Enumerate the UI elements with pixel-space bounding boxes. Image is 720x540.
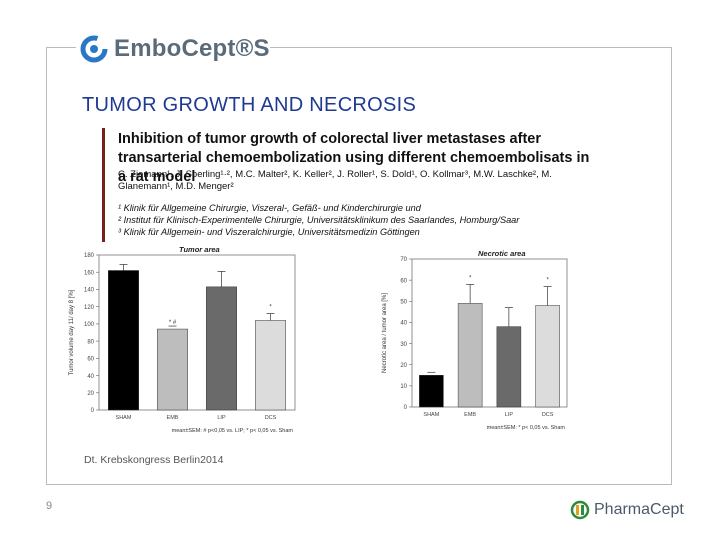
- y-tick-label: 160: [84, 270, 95, 276]
- embocept-logo: EmboCept®S: [80, 34, 270, 64]
- y-tick-label: 120: [84, 305, 95, 311]
- significance-note: mean±SEM: # p<0,05 vs. LIP; * p< 0,05 vs…: [172, 428, 294, 434]
- page-number: 9: [46, 500, 53, 512]
- chart-title: Tumor area: [179, 245, 220, 254]
- y-axis-label: Tumor volume day 11/ day 8 [%]: [69, 289, 75, 375]
- y-tick-label: 0: [91, 408, 95, 414]
- y-tick-label: 0: [404, 405, 408, 411]
- y-tick-label: 20: [87, 391, 94, 397]
- bar: [496, 326, 522, 408]
- bar: [255, 320, 286, 411]
- x-tick-label: EMB: [464, 412, 476, 418]
- x-tick-label: LIP: [217, 415, 226, 421]
- affiliation-3: ³ Klinik für Allgemein- und Viszeralchir…: [118, 227, 420, 237]
- significance-note: mean±SEM: * p< 0,05 vs. Sham: [487, 425, 566, 431]
- abstract-authors: C. Ziemann¹, J. Sperling¹·², M.C. Malter…: [118, 169, 552, 192]
- x-tick-label: EMB: [167, 415, 179, 421]
- x-tick-label: SHAM: [116, 415, 132, 421]
- abstract-affiliations: ¹ Klinik für Allgemeine Chirurgie, Visze…: [118, 202, 598, 238]
- frame-bottom-line: [46, 484, 672, 485]
- necrotic-area-chart: Necrotic area 0 10 20 30 40 50 60 70 Necrotic are…: [374, 244, 576, 442]
- x-tick-label: DCS: [265, 415, 277, 421]
- abstract-panel: Inhibition of tumor growth of colorectal…: [102, 128, 598, 242]
- y-tick-label: 60: [87, 357, 94, 363]
- bar: [419, 375, 444, 408]
- y-tick-label: 180: [84, 253, 95, 259]
- y-tick-label: 30: [400, 342, 407, 348]
- embocept-logo-icon: [80, 35, 108, 63]
- bar: [206, 286, 237, 411]
- affiliation-2: ² Institut für Klinisch-Experimentelle C…: [118, 215, 520, 225]
- chart-title: Necrotic area: [478, 249, 526, 258]
- source-citation: Dt. Krebskongress Berlin2014: [84, 454, 224, 466]
- frame-right-line: [671, 47, 672, 485]
- slide-title: TUMOR GROWTH AND NECROSIS: [82, 94, 417, 116]
- tumor-area-chart: Tumor area 0 20 40 60 80 100 120 140 160 180 Tumor …: [66, 242, 348, 440]
- abstract-title: Inhibition of tumor growth of colorectal…: [118, 131, 590, 185]
- significance-marker: *: [469, 275, 472, 281]
- bar: [535, 305, 560, 408]
- frame-top-right-line: [270, 47, 672, 48]
- frame-top-left-line: [46, 47, 76, 48]
- x-tick-label: SHAM: [423, 412, 439, 418]
- y-tick-label: 80: [87, 339, 94, 345]
- tumor-area-chart-svg: Tumor area 0 20 40 60 80 100 120 140 160 180 Tumor …: [69, 245, 296, 434]
- y-tick-label: 50: [400, 299, 407, 305]
- bar: [157, 328, 188, 411]
- y-tick-label: 100: [84, 322, 95, 328]
- y-tick-label: 10: [400, 384, 407, 390]
- y-tick-label: 20: [400, 363, 407, 369]
- y-tick-label: 60: [400, 278, 407, 284]
- pharmacept-logo-icon: [570, 500, 590, 520]
- bar: [457, 303, 483, 408]
- y-axis-label: Necrotic area / tumor area [%]: [382, 293, 388, 373]
- y-tick-label: 40: [400, 321, 407, 327]
- bar: [108, 270, 139, 411]
- significance-marker: * #: [169, 320, 177, 326]
- pharmacept-logo: PharmaCept: [570, 500, 684, 520]
- company-name: PharmaCept: [594, 501, 684, 518]
- x-tick-label: LIP: [505, 412, 514, 418]
- abstract-accent-bar: [102, 128, 105, 242]
- brand-name: EmboCept®S: [114, 35, 270, 62]
- frame-left-line: [46, 47, 47, 485]
- y-tick-label: 70: [400, 257, 407, 263]
- x-tick-label: DCS: [542, 412, 554, 418]
- significance-marker: *: [269, 305, 272, 311]
- y-tick-label: 40: [87, 374, 94, 380]
- y-tick-label: 140: [84, 288, 95, 294]
- significance-marker: *: [546, 277, 549, 283]
- necrotic-area-chart-svg: Necrotic area 0 10 20 30 40 50 60 70 Necrotic are…: [382, 249, 568, 431]
- affiliation-1: ¹ Klinik für Allgemeine Chirurgie, Visze…: [118, 203, 421, 213]
